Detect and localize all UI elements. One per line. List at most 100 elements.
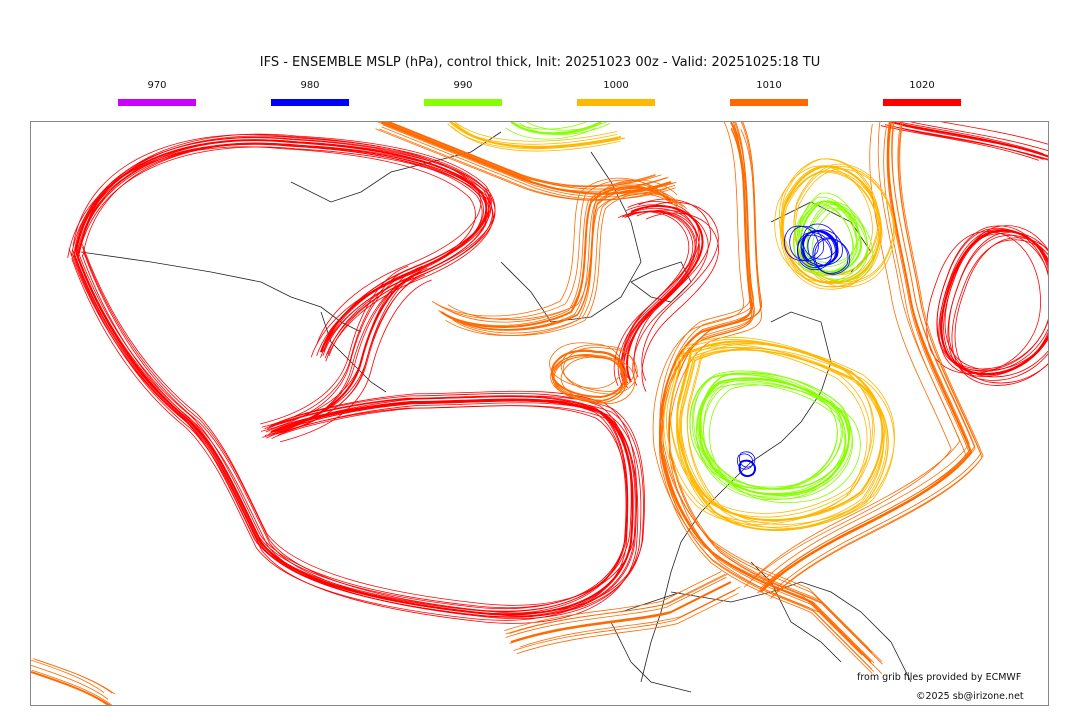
isobar-member — [757, 126, 967, 594]
isobar-member — [696, 383, 846, 501]
isobar-member — [76, 142, 490, 357]
legend-label: 1010 — [756, 80, 782, 91]
legend-swatch — [730, 99, 808, 106]
isobar-member — [669, 122, 882, 662]
isobar-member — [511, 122, 587, 130]
isobar-member — [261, 268, 411, 428]
isobar-member — [33, 658, 113, 694]
isobar-member — [954, 237, 1048, 384]
isobar-member — [279, 279, 432, 443]
isobar-member — [443, 183, 671, 323]
isobar-member — [454, 122, 618, 142]
isobar-member — [73, 256, 639, 624]
isobar-member — [663, 347, 868, 525]
legend-item-970: 970 — [118, 80, 196, 106]
isobar-member — [381, 126, 676, 200]
isobar-member — [771, 123, 984, 598]
isobar-member — [264, 276, 414, 437]
isobar-member — [807, 229, 843, 266]
isobar-member — [445, 187, 680, 331]
isobar-control — [676, 340, 884, 522]
legend-item-990: 990 — [424, 80, 502, 106]
isobar-member — [76, 252, 637, 618]
isobar-member — [784, 225, 819, 261]
legend-item-1000: 1000 — [577, 80, 655, 106]
isobar-member — [668, 122, 883, 665]
isobar-member — [260, 272, 411, 432]
isobar-control — [440, 186, 672, 328]
isobar-member — [689, 374, 838, 490]
isobar-member — [797, 232, 833, 268]
isobar-member — [641, 201, 719, 381]
isobar-member — [438, 185, 669, 326]
isobar-member — [737, 453, 754, 470]
isobar-member — [621, 210, 697, 385]
legend-swatch — [271, 99, 349, 106]
isobar-member — [948, 231, 1048, 378]
isobar-member — [623, 210, 700, 389]
legend-item-1020: 1020 — [883, 80, 961, 106]
isobar-member — [82, 246, 645, 614]
isobar-member — [71, 258, 629, 621]
isobar-member — [551, 349, 627, 398]
isobar-member — [513, 589, 736, 651]
isobar-member — [276, 272, 428, 434]
legend-swatch — [883, 99, 961, 106]
isobar-member — [80, 133, 492, 347]
isobar-member — [509, 573, 729, 634]
isobar-member — [896, 122, 1044, 155]
isobar-member — [75, 246, 632, 609]
coastlines — [80, 131, 912, 693]
isobar-member — [709, 384, 861, 504]
isobar-member — [700, 372, 850, 490]
isobar-member — [739, 451, 756, 468]
isobar-control — [510, 122, 602, 135]
isobar-member — [260, 265, 409, 425]
isobar-member — [77, 143, 493, 359]
isobar-member — [272, 265, 423, 427]
isobar-member — [759, 122, 971, 590]
isobar-member — [670, 336, 874, 514]
isobar-member — [941, 231, 1048, 376]
isobar-control — [890, 122, 1048, 158]
isobar-member — [951, 239, 1048, 386]
isobar-member — [31, 669, 112, 705]
isobar-member — [505, 576, 727, 638]
legend-label: 970 — [147, 80, 167, 91]
isobar-member — [686, 343, 896, 525]
isobar-member — [31, 664, 109, 700]
isobar-member — [770, 125, 983, 599]
isobar-member — [621, 204, 697, 379]
isobar-member — [551, 354, 625, 402]
isobar-member — [936, 227, 1048, 371]
isobar-member — [79, 139, 496, 355]
isobar-member — [562, 347, 638, 395]
legend-swatch — [118, 99, 196, 106]
isobar-member — [939, 228, 1048, 372]
legend-swatch — [577, 99, 655, 106]
isobar-member — [504, 571, 722, 632]
isobar-member — [446, 189, 678, 331]
isobar-member — [75, 136, 492, 352]
isobar-member — [526, 122, 607, 131]
legend-item-980: 980 — [271, 80, 349, 106]
isobar-member — [662, 122, 873, 654]
legend-label: 1000 — [603, 80, 629, 91]
isobar-member — [692, 372, 842, 490]
isobar-member — [77, 146, 494, 362]
isobar-member — [802, 223, 838, 260]
isobar-member — [659, 122, 869, 649]
isobar-member — [71, 252, 627, 614]
isobar-member — [446, 189, 679, 331]
legend-label: 1020 — [909, 80, 935, 91]
legend-label: 990 — [453, 80, 473, 91]
isobar-member — [633, 198, 712, 378]
isobar-member — [947, 235, 1048, 381]
isobar-map — [31, 122, 1048, 705]
isobar-member — [620, 211, 696, 386]
isobar-member — [31, 659, 105, 693]
isobar-member — [700, 372, 851, 490]
isobar-member — [375, 128, 666, 201]
isobar-member — [452, 193, 687, 336]
isobar-member — [516, 592, 739, 655]
